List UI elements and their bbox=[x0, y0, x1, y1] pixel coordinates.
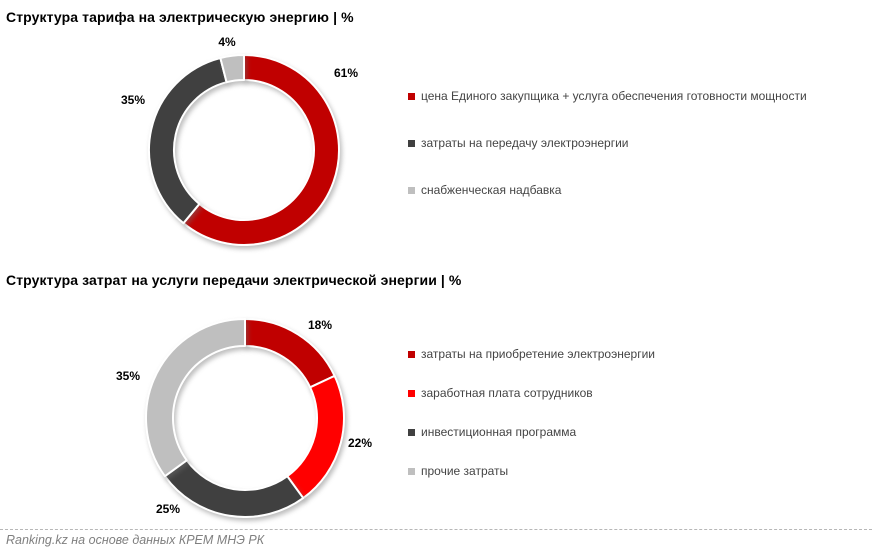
slice-label-transmission-3: 35% bbox=[115, 369, 141, 383]
slice-label-tariff-2: 4% bbox=[218, 35, 236, 49]
legend-swatch-icon bbox=[408, 350, 415, 358]
source-credit: Ranking.kz на основе данных КРЕМ МНЭ РК bbox=[6, 533, 265, 547]
donut-slice-2 bbox=[219, 53, 245, 84]
donut-slice-1 bbox=[148, 56, 228, 225]
donut-slice-2 bbox=[163, 459, 305, 518]
legend-label: заработная плата сотрудников bbox=[421, 386, 593, 400]
chart-title-tariff: Структура тарифа на электрическую энерги… bbox=[6, 9, 354, 25]
chart-title-transmission: Структура затрат на услуги передачи элек… bbox=[6, 272, 462, 288]
legend-label: снабженческая надбавка bbox=[421, 183, 562, 197]
donut-chart-transmission bbox=[145, 318, 345, 518]
legend-swatch-icon bbox=[408, 467, 415, 475]
legend-label: цена Единого закупщика + услуга обеспече… bbox=[421, 89, 807, 103]
donut-slice-1 bbox=[286, 374, 345, 500]
legend-item: снабженческая надбавка bbox=[408, 182, 807, 198]
legend-label: прочие затраты bbox=[421, 464, 509, 478]
legend-item: затраты на передачу электроэнергии bbox=[408, 135, 807, 151]
legend-item: прочие затраты bbox=[408, 463, 655, 479]
legend-swatch-icon bbox=[408, 428, 415, 436]
slice-label-transmission-2: 25% bbox=[155, 502, 181, 516]
slice-label-tariff-0: 61% bbox=[333, 66, 359, 80]
legend-swatch-icon bbox=[408, 139, 415, 147]
legend-transmission: затраты на приобретение электроэнергии з… bbox=[408, 346, 655, 479]
legend-swatch-icon bbox=[408, 389, 415, 397]
slice-label-tariff-1: 35% bbox=[120, 93, 146, 107]
dashed-divider bbox=[0, 529, 872, 530]
legend-label: затраты на передачу электроэнергии bbox=[421, 136, 629, 150]
legend-item: заработная плата сотрудников bbox=[408, 385, 655, 401]
legend-label: затраты на приобретение электроэнергии bbox=[421, 347, 655, 361]
legend-item: затраты на приобретение электроэнергии bbox=[408, 346, 655, 362]
legend-swatch-icon bbox=[408, 92, 415, 100]
legend-label: инвестиционная программа bbox=[421, 425, 577, 439]
slice-label-transmission-0: 18% bbox=[307, 318, 333, 332]
legend-item: инвестиционная программа bbox=[408, 424, 655, 440]
legend-tariff: цена Единого закупщика + услуга обеспече… bbox=[408, 88, 807, 198]
donut-slice-0 bbox=[182, 54, 340, 246]
donut-slice-3 bbox=[145, 318, 246, 478]
slice-label-transmission-1: 22% bbox=[347, 436, 373, 450]
legend-item: цена Единого закупщика + услуга обеспече… bbox=[408, 88, 807, 104]
donut-chart-tariff bbox=[148, 53, 340, 246]
legend-swatch-icon bbox=[408, 186, 415, 194]
